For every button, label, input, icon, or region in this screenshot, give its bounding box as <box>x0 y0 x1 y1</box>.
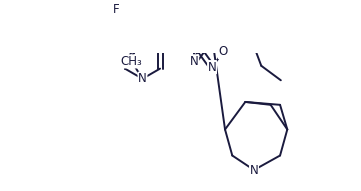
Text: CH₃: CH₃ <box>121 55 143 68</box>
Text: F: F <box>113 3 119 16</box>
Text: N: N <box>208 61 216 74</box>
Text: O: O <box>218 45 228 58</box>
Text: N: N <box>138 72 147 85</box>
Text: N: N <box>190 55 199 68</box>
Text: N: N <box>249 163 258 176</box>
